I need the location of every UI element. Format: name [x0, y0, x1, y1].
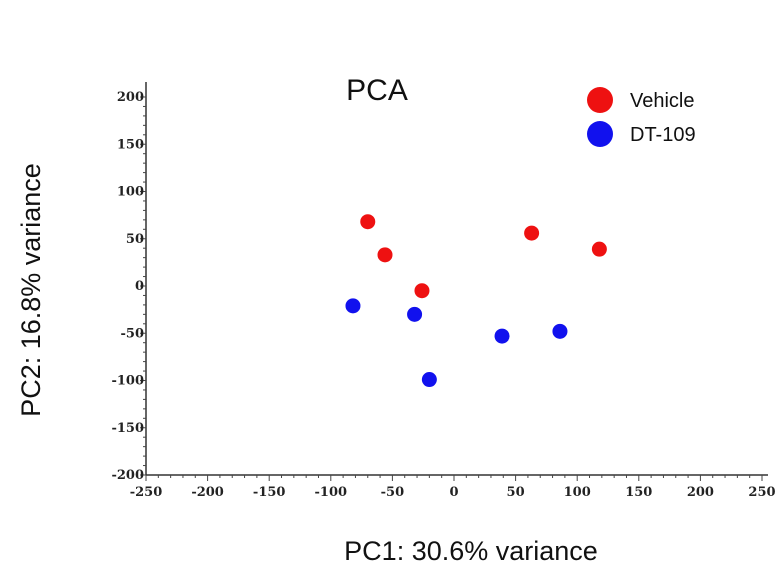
- x-tick-label: -50: [381, 485, 405, 500]
- x-tick-label: -150: [253, 485, 286, 500]
- x-tick-label: 200: [687, 485, 714, 500]
- dt109-point: [421, 372, 437, 388]
- y-tick-label: 200: [117, 90, 144, 105]
- y-tick-label: 150: [117, 137, 144, 152]
- x-tick-label: 100: [564, 485, 591, 500]
- dt109-point: [345, 298, 361, 314]
- x-tick-label: -100: [315, 485, 348, 500]
- y-tick-label: -50: [121, 326, 145, 341]
- chart-title: PCA: [346, 74, 408, 107]
- y-tick-label: -200: [111, 468, 144, 483]
- y-axis-title: PC2: 16.8% variance: [16, 163, 46, 417]
- axis-ticks: [140, 96, 763, 481]
- data-points: [345, 214, 607, 388]
- dt109-point: [494, 328, 510, 344]
- legend: Vehicle DT-109: [587, 87, 696, 147]
- y-tick-label: 100: [117, 185, 144, 200]
- dt109-point: [407, 306, 423, 322]
- legend-swatch: [587, 87, 613, 113]
- x-tick-label: 250: [748, 485, 775, 500]
- x-tick-label: 0: [449, 485, 458, 500]
- y-tick-label: 0: [135, 279, 144, 294]
- vehicle-point: [414, 283, 430, 299]
- axes: [145, 82, 768, 476]
- vehicle-point: [377, 247, 393, 263]
- vehicle-point: [591, 241, 607, 257]
- x-tick-label: 50: [507, 485, 525, 500]
- y-tick-label: -150: [111, 421, 144, 436]
- vehicle-point: [360, 214, 376, 230]
- tick-labels: -250 -200 -150 -100 -50 0 50 100 150 200 250 200 150…: [111, 90, 775, 500]
- dt109-point: [552, 323, 568, 339]
- legend-label: DT-109: [630, 124, 696, 146]
- x-tick-label: 150: [625, 485, 652, 500]
- x-axis-title: PC1: 30.6% variance: [344, 536, 598, 566]
- legend-swatch: [587, 121, 613, 147]
- x-tick-label: -200: [191, 485, 224, 500]
- y-tick-label: 50: [126, 232, 144, 247]
- x-tick-label: -250: [130, 485, 163, 500]
- y-tick-label: -100: [111, 374, 144, 389]
- vehicle-point: [524, 225, 540, 241]
- legend-label: Vehicle: [630, 90, 695, 112]
